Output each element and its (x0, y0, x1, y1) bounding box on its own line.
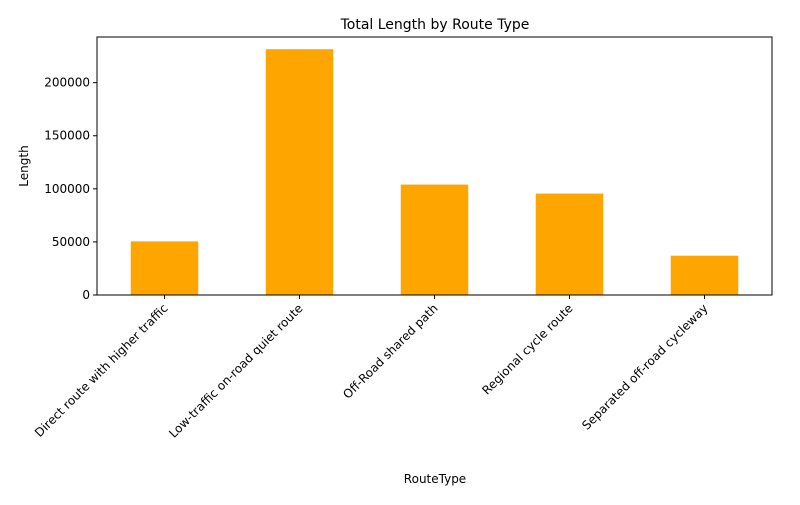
x-axis-label: RouteType (404, 472, 466, 486)
y-tick-label-3: 100000 (44, 182, 90, 196)
axes-frame (96, 36, 773, 296)
x-tick-label-2: Low-traffic on-road quiet route (166, 301, 305, 440)
x-tick-label-3: Off-Road shared path (340, 301, 440, 401)
bar-3 (400, 184, 469, 295)
y-tick-label-4: 150000 (44, 129, 90, 143)
bar-4 (535, 193, 604, 295)
y-tick-label-5: 200000 (44, 76, 90, 90)
y-axis-label: Length (17, 145, 31, 186)
bar-1 (130, 241, 199, 295)
x-tick-label-4: Regional cycle route (479, 301, 575, 397)
plot-area: 0 50000 100000 150000 200000 Direct route wit… (32, 36, 773, 441)
x-tick-label-5: Separated off-road cycleway (579, 301, 710, 432)
bar-2 (265, 49, 334, 296)
x-tick-label-1: Direct route with higher traffic (32, 301, 171, 440)
bar-5 (670, 255, 739, 295)
chart-title: Total Length by Route Type (340, 17, 530, 33)
y-tick-label-1: 0 (82, 288, 90, 302)
y-tick-label-2: 50000 (52, 235, 90, 249)
